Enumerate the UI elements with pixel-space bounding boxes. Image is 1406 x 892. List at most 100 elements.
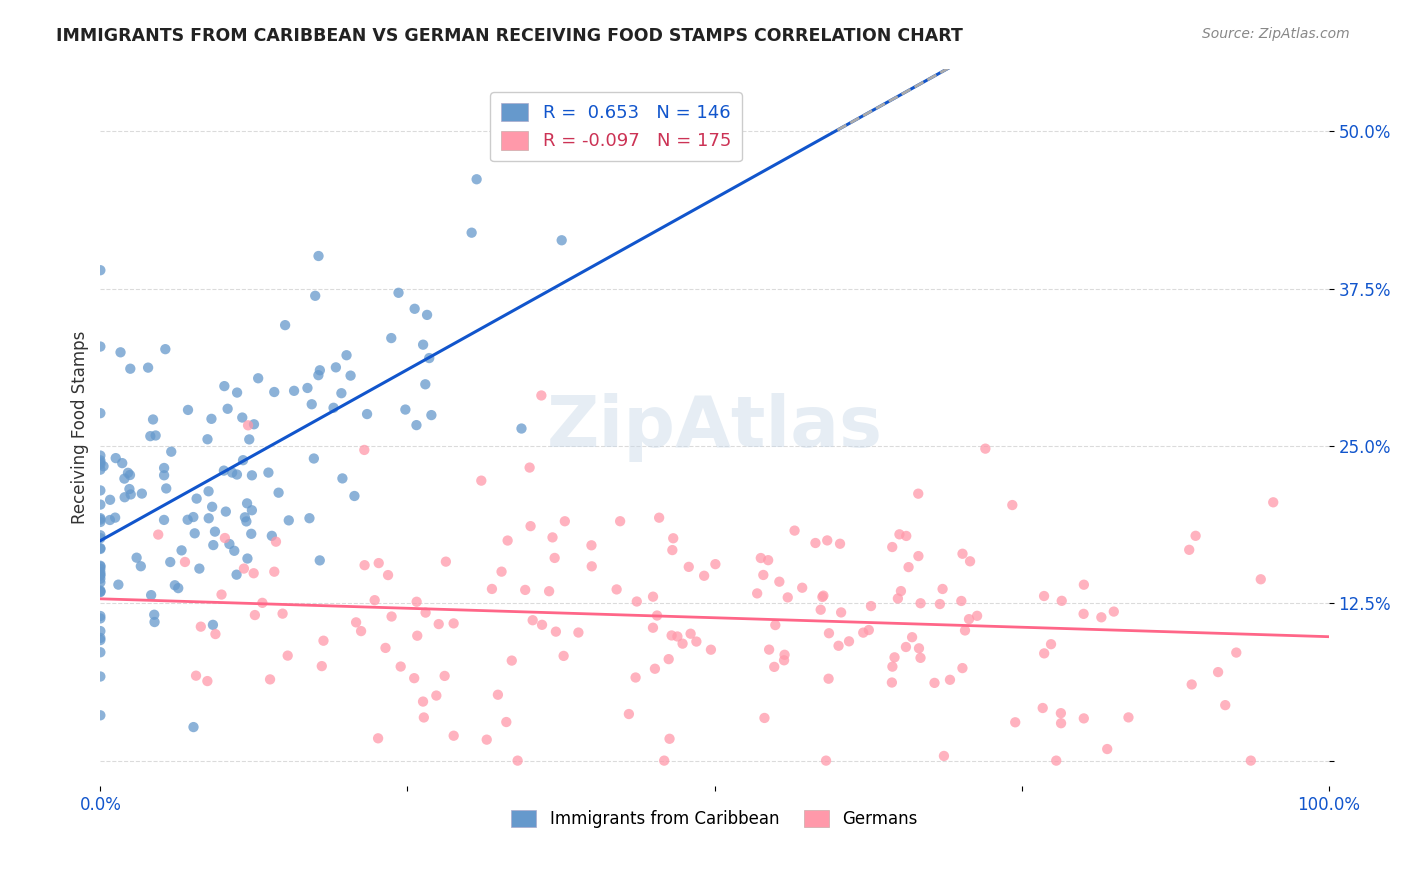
Point	[235, 515, 257, 529]
Point	[89, 567, 111, 582]
Y-axis label: Receiving Food Stamps: Receiving Food Stamps	[72, 330, 89, 524]
Point	[952, 547, 974, 561]
Point	[897, 560, 920, 574]
Point	[89, 498, 111, 512]
Point	[939, 673, 962, 687]
Point	[374, 640, 396, 655]
Point	[924, 676, 946, 690]
Point	[404, 301, 426, 316]
Point	[186, 491, 208, 506]
Point	[167, 581, 190, 595]
Point	[1050, 716, 1073, 731]
Point	[1090, 610, 1112, 624]
Point	[117, 466, 139, 480]
Point	[889, 527, 911, 541]
Point	[567, 625, 589, 640]
Point	[416, 308, 439, 322]
Point	[304, 289, 326, 303]
Point	[530, 388, 553, 402]
Point	[522, 613, 544, 627]
Point	[830, 606, 852, 620]
Point	[443, 729, 465, 743]
Point	[297, 381, 319, 395]
Point	[1004, 715, 1026, 730]
Point	[1033, 646, 1056, 660]
Point	[907, 549, 929, 563]
Point	[645, 608, 668, 623]
Point	[491, 565, 513, 579]
Point	[815, 533, 838, 548]
Point	[581, 538, 603, 552]
Point	[202, 538, 225, 552]
Point	[155, 482, 177, 496]
Point	[758, 642, 780, 657]
Point	[1032, 701, 1054, 715]
Point	[910, 596, 932, 610]
Point	[763, 660, 786, 674]
Point	[957, 612, 980, 626]
Point	[89, 633, 111, 648]
Point	[225, 567, 247, 582]
Point	[811, 590, 834, 604]
Point	[804, 536, 827, 550]
Point	[176, 513, 198, 527]
Point	[243, 608, 266, 623]
Point	[405, 418, 427, 433]
Point	[1181, 677, 1204, 691]
Point	[894, 640, 917, 654]
Point	[163, 578, 186, 592]
Point	[1033, 589, 1056, 603]
Point	[350, 624, 373, 639]
Point	[412, 695, 434, 709]
Point	[260, 529, 283, 543]
Point	[928, 597, 950, 611]
Point	[153, 468, 176, 483]
Point	[486, 688, 509, 702]
Point	[174, 555, 197, 569]
Point	[257, 466, 280, 480]
Point	[817, 672, 839, 686]
Point	[89, 528, 111, 542]
Point	[89, 340, 111, 354]
Point	[1206, 665, 1229, 679]
Point	[475, 732, 498, 747]
Point	[427, 617, 450, 632]
Point	[626, 594, 648, 608]
Point	[240, 468, 263, 483]
Point	[747, 586, 769, 600]
Point	[356, 407, 378, 421]
Point	[828, 537, 851, 551]
Point	[641, 590, 664, 604]
Point	[1073, 607, 1095, 621]
Point	[896, 529, 918, 543]
Point	[387, 285, 409, 300]
Point	[827, 639, 849, 653]
Point	[353, 442, 375, 457]
Point	[307, 368, 329, 383]
Point	[195, 674, 218, 689]
Point	[308, 553, 330, 567]
Point	[226, 467, 249, 482]
Point	[89, 511, 111, 525]
Point	[838, 634, 860, 648]
Point	[226, 385, 249, 400]
Point	[177, 403, 200, 417]
Point	[145, 428, 167, 442]
Point	[89, 559, 111, 574]
Point	[1001, 498, 1024, 512]
Point	[277, 648, 299, 663]
Point	[543, 550, 565, 565]
Text: ZipAtlas: ZipAtlas	[547, 392, 883, 462]
Point	[212, 464, 235, 478]
Point	[211, 588, 233, 602]
Point	[553, 648, 575, 663]
Point	[89, 708, 111, 723]
Point	[931, 582, 953, 596]
Point	[89, 541, 111, 556]
Point	[89, 566, 111, 580]
Point	[264, 534, 287, 549]
Point	[143, 615, 166, 629]
Point	[950, 594, 973, 608]
Point	[859, 599, 882, 613]
Point	[201, 617, 224, 632]
